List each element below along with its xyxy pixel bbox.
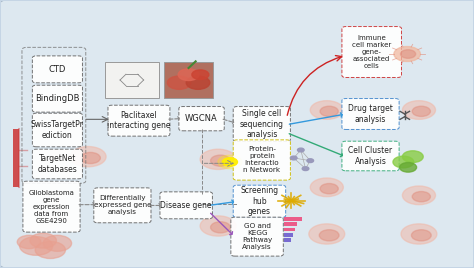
Text: Protein-
protein
Interactio
n Network: Protein- protein Interactio n Network xyxy=(243,147,281,173)
Text: CTD: CTD xyxy=(49,65,66,74)
Text: Screening
hub
genes: Screening hub genes xyxy=(240,187,279,216)
FancyBboxPatch shape xyxy=(32,85,82,112)
Circle shape xyxy=(200,149,236,169)
FancyBboxPatch shape xyxy=(284,217,302,221)
Text: Glioblastoma
gene
expression
data from
GSE4290: Glioblastoma gene expression data from G… xyxy=(28,190,74,224)
FancyBboxPatch shape xyxy=(233,140,291,180)
Circle shape xyxy=(302,167,309,170)
FancyBboxPatch shape xyxy=(12,129,18,187)
Circle shape xyxy=(210,155,230,166)
FancyBboxPatch shape xyxy=(284,238,291,242)
FancyBboxPatch shape xyxy=(342,141,399,171)
FancyBboxPatch shape xyxy=(284,222,298,226)
Circle shape xyxy=(210,222,230,233)
Text: Disease gene: Disease gene xyxy=(160,201,212,210)
Circle shape xyxy=(192,70,209,80)
FancyBboxPatch shape xyxy=(231,217,283,256)
Circle shape xyxy=(17,235,41,249)
FancyBboxPatch shape xyxy=(342,99,399,129)
Text: SwissTargetPr
ediction: SwissTargetPr ediction xyxy=(31,120,84,140)
Text: WGCNA: WGCNA xyxy=(185,114,218,123)
Text: Paclitaxel
interacting gene: Paclitaxel interacting gene xyxy=(107,111,171,130)
FancyBboxPatch shape xyxy=(179,107,224,131)
FancyBboxPatch shape xyxy=(284,228,295,231)
FancyBboxPatch shape xyxy=(105,62,159,98)
FancyBboxPatch shape xyxy=(284,233,293,237)
FancyBboxPatch shape xyxy=(164,62,213,98)
Text: TargetNet
databases: TargetNet databases xyxy=(37,154,77,174)
Circle shape xyxy=(167,76,191,89)
Circle shape xyxy=(70,147,106,167)
Circle shape xyxy=(186,76,210,89)
Circle shape xyxy=(30,233,56,248)
Circle shape xyxy=(401,50,416,58)
FancyBboxPatch shape xyxy=(32,56,82,83)
Circle shape xyxy=(19,237,53,255)
Circle shape xyxy=(298,148,304,152)
Circle shape xyxy=(178,69,199,81)
FancyBboxPatch shape xyxy=(233,185,286,217)
Text: Differentially
expressed gene
analysis: Differentially expressed gene analysis xyxy=(93,195,151,215)
FancyBboxPatch shape xyxy=(108,105,170,136)
Circle shape xyxy=(307,159,314,162)
Circle shape xyxy=(81,152,100,163)
Text: Drug target
analysis: Drug target analysis xyxy=(348,104,393,124)
Circle shape xyxy=(401,224,437,244)
Circle shape xyxy=(309,224,345,244)
Circle shape xyxy=(222,158,237,166)
Text: Cell Cluster
Analysis: Cell Cluster Analysis xyxy=(348,146,392,166)
Circle shape xyxy=(402,101,436,119)
Circle shape xyxy=(402,186,436,205)
Circle shape xyxy=(319,230,339,241)
Circle shape xyxy=(394,47,420,61)
Text: GO and
KEGG
Pathway
Analysis: GO and KEGG Pathway Analysis xyxy=(242,223,272,250)
Circle shape xyxy=(291,156,297,160)
Circle shape xyxy=(310,101,343,119)
Circle shape xyxy=(411,230,431,241)
FancyBboxPatch shape xyxy=(233,107,291,142)
Circle shape xyxy=(218,155,242,169)
Circle shape xyxy=(320,106,338,117)
Circle shape xyxy=(400,162,417,172)
Circle shape xyxy=(200,216,236,236)
Text: Immune
cell marker
gene-
associated
cells: Immune cell marker gene- associated cell… xyxy=(352,35,392,69)
Text: Single cell
sequencing
analysis: Single cell sequencing analysis xyxy=(240,109,284,139)
Circle shape xyxy=(402,151,423,162)
FancyBboxPatch shape xyxy=(342,27,401,77)
FancyBboxPatch shape xyxy=(94,188,151,223)
Circle shape xyxy=(35,241,65,259)
FancyBboxPatch shape xyxy=(160,192,212,219)
Circle shape xyxy=(393,156,414,168)
FancyBboxPatch shape xyxy=(23,181,80,232)
Circle shape xyxy=(412,192,430,202)
Circle shape xyxy=(412,106,430,117)
Circle shape xyxy=(310,178,343,197)
FancyBboxPatch shape xyxy=(32,149,82,179)
Circle shape xyxy=(320,184,338,194)
Text: BindingDB: BindingDB xyxy=(35,94,80,103)
FancyBboxPatch shape xyxy=(32,113,82,147)
Circle shape xyxy=(43,235,72,251)
